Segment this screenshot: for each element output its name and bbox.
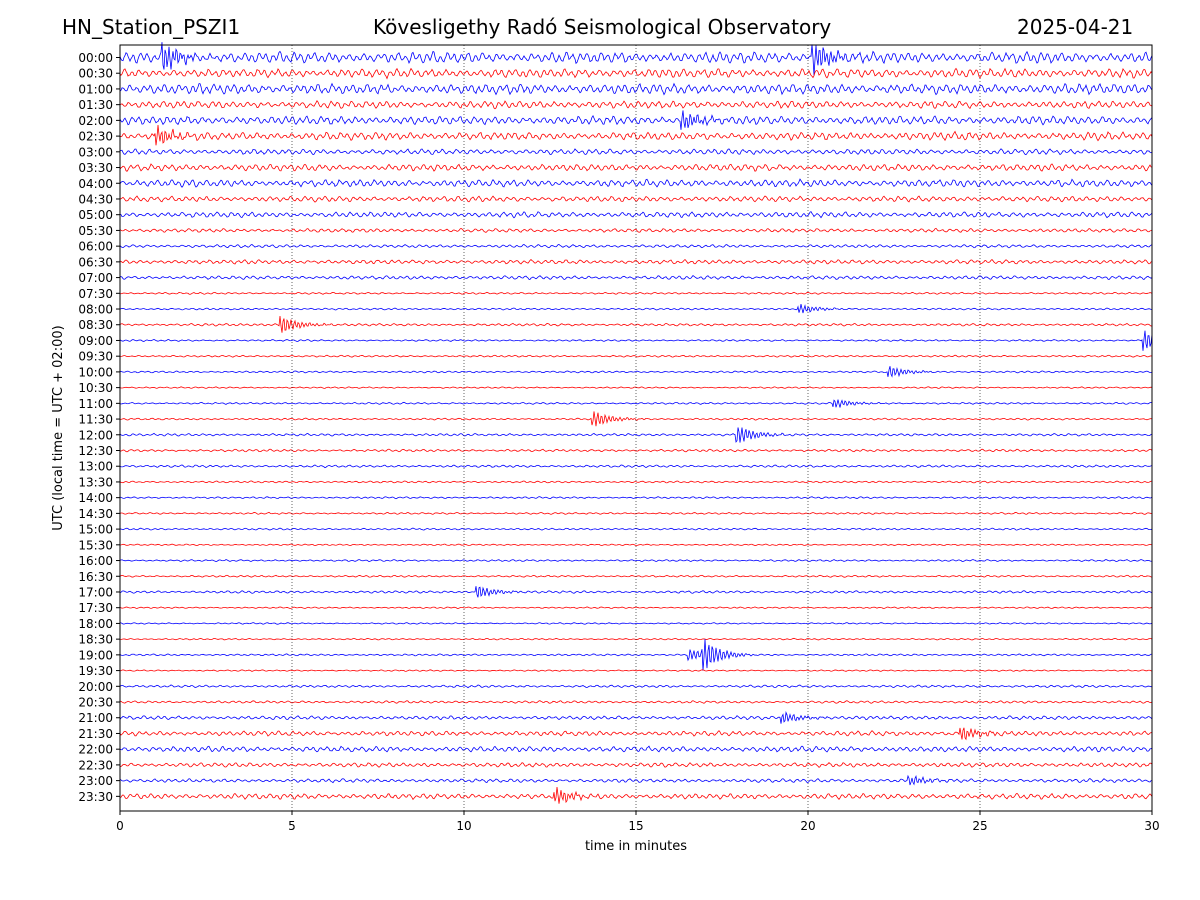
y-tick-label: 06:30 xyxy=(78,255,113,269)
y-tick-label: 01:00 xyxy=(78,82,113,96)
y-tick-label: 16:00 xyxy=(78,554,113,568)
x-tick-label: 15 xyxy=(628,819,643,833)
y-tick-label: 23:30 xyxy=(78,790,113,804)
x-tick-label: 20 xyxy=(800,819,815,833)
y-tick-label: 00:00 xyxy=(78,51,113,65)
y-tick-label: 14:00 xyxy=(78,491,113,505)
y-tick-label: 15:00 xyxy=(78,523,113,537)
x-tick-label: 10 xyxy=(456,819,471,833)
station-name: HN_Station_PSZI1 xyxy=(62,15,241,39)
y-tick-label: 21:30 xyxy=(78,727,113,741)
y-tick-label: 00:30 xyxy=(78,67,113,81)
y-tick-label: 06:00 xyxy=(78,240,113,254)
x-tick-label: 25 xyxy=(972,819,987,833)
trace-0100 xyxy=(119,82,1153,96)
y-tick-label: 03:00 xyxy=(78,145,113,159)
x-tick-label: 5 xyxy=(288,819,296,833)
trace-0000 xyxy=(119,42,1153,76)
gridline-group xyxy=(291,45,981,811)
trace-1800 xyxy=(119,622,1153,625)
y-tick-label: 03:30 xyxy=(78,161,113,175)
y-tick-label: 20:00 xyxy=(78,680,113,694)
y-tick-label: 12:00 xyxy=(78,428,113,442)
y-tick-label: 15:30 xyxy=(78,538,113,552)
trace-0130 xyxy=(119,100,1153,110)
trace-0730 xyxy=(119,291,1153,295)
y-tick-label: 08:00 xyxy=(78,303,113,317)
y-tick-label: 22:30 xyxy=(78,758,113,772)
y-tick-label: 05:00 xyxy=(78,208,113,222)
trace-0800 xyxy=(119,303,1153,314)
y-tick-label: 17:00 xyxy=(78,585,113,599)
trace-0700 xyxy=(119,275,1153,281)
trace-0930 xyxy=(119,354,1153,358)
y-tick-label: 07:30 xyxy=(78,287,113,301)
y-tick-label: 05:30 xyxy=(78,224,113,238)
y-tick-label: 02:30 xyxy=(78,130,113,144)
y-tick-label: 04:00 xyxy=(78,177,113,191)
y-tick-label: 18:30 xyxy=(78,633,113,647)
trace-1530 xyxy=(119,543,1153,547)
y-tick-label: 09:00 xyxy=(78,334,113,348)
trace-1330 xyxy=(119,480,1153,484)
observatory-title: Kövesligethy Radó Seismological Observat… xyxy=(373,15,832,39)
y-tick-label: 21:00 xyxy=(78,711,113,725)
trace-1100 xyxy=(119,399,1153,408)
y-tick-label: 01:30 xyxy=(78,98,113,112)
plot-date: 2025-04-21 xyxy=(1017,15,1134,39)
trace-1930 xyxy=(119,669,1153,672)
trace-1600 xyxy=(119,559,1153,562)
x-tick-label: 0 xyxy=(116,819,124,833)
trace-1130 xyxy=(119,411,1153,427)
x-axis-label: time in minutes xyxy=(585,839,687,854)
y-tick-label: 07:00 xyxy=(78,271,113,285)
trace-1730 xyxy=(119,606,1153,609)
y-tick-label: 08:30 xyxy=(78,318,113,332)
trace-2330 xyxy=(119,787,1153,804)
y-tick-label: 19:30 xyxy=(78,664,113,678)
y-axis-label: UTC (local time = UTC + 02:00) xyxy=(51,325,66,530)
y-tick-label: 11:00 xyxy=(78,397,113,411)
y-tick-label: 22:00 xyxy=(78,743,113,757)
y-tick-label: 18:00 xyxy=(78,617,113,631)
y-tick-label: 02:00 xyxy=(78,114,113,128)
y-tick-label: 04:30 xyxy=(78,192,113,206)
y-tick-label: 16:30 xyxy=(78,570,113,584)
y-tick-label: 17:30 xyxy=(78,601,113,615)
y-tick-label: 19:00 xyxy=(78,648,113,662)
y-tick-label: 20:30 xyxy=(78,696,113,710)
x-tick-label: 30 xyxy=(1144,819,1159,833)
x-axis: 0 5 10 15 20 25 30 xyxy=(116,811,1160,833)
y-tick-label: 13:30 xyxy=(78,475,113,489)
y-tick-label: 14:30 xyxy=(78,507,113,521)
trace-0900 xyxy=(119,330,1153,351)
y-tick-label: 10:00 xyxy=(78,365,113,379)
y-tick-label: 12:30 xyxy=(78,444,113,458)
y-tick-label: 13:00 xyxy=(78,460,113,474)
y-tick-label: 10:30 xyxy=(78,381,113,395)
y-tick-label: 11:30 xyxy=(78,413,113,427)
y-tick-label: 09:30 xyxy=(78,350,113,364)
trace-0030 xyxy=(119,67,1153,80)
y-tick-label: 23:00 xyxy=(78,774,113,788)
